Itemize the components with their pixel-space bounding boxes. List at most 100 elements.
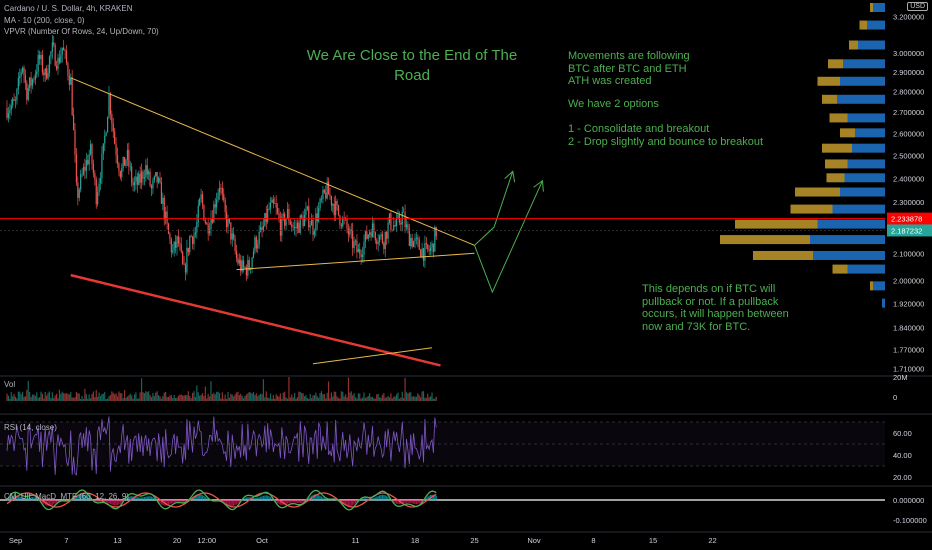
macd-hist-bar — [322, 497, 324, 501]
macd-hist-bar — [29, 497, 31, 501]
candle-body — [305, 209, 307, 215]
volume-bar — [43, 398, 45, 401]
vpvr-legend[interactable]: VPVR (Number Of Rows, 24, Up/Down, 70) — [4, 27, 159, 36]
candle-body — [201, 194, 204, 205]
macd-hist-bar — [133, 496, 136, 501]
macd-hist-bar — [330, 499, 333, 501]
candle-body — [128, 149, 130, 167]
volume-bar — [133, 394, 136, 401]
candle-body — [224, 199, 226, 213]
macd-hist-bar — [24, 497, 27, 501]
macd-hist-bar — [289, 500, 291, 503]
volume-bar — [295, 398, 297, 401]
vp-bar-up — [858, 40, 885, 50]
time-tick-label: 12:00 — [197, 536, 216, 545]
ma-legend[interactable]: MA - 10 (200, close, 0) — [4, 16, 85, 25]
candle-body — [272, 199, 274, 204]
annotation-movements[interactable]: Movements are following BTC after BTC an… — [568, 50, 690, 87]
candle-body — [431, 243, 433, 248]
candle-body — [54, 45, 56, 66]
macd-hist-bar — [269, 496, 272, 501]
macd-pane-label: CM_Ult_MacD_MTF (60, 12, 26, 9) — [4, 492, 129, 501]
macd-hist-bar — [276, 500, 279, 504]
volume-bar — [376, 394, 378, 401]
volume-bar — [308, 398, 310, 401]
candle-body — [325, 192, 327, 199]
candle-body — [89, 144, 92, 155]
volume-bar — [179, 394, 181, 401]
macd-hist-bar — [19, 496, 21, 501]
volume-bar — [333, 391, 335, 401]
candle-body — [34, 74, 36, 80]
volume-bar — [364, 397, 367, 401]
volume-bar — [261, 394, 263, 401]
candle-body — [183, 263, 185, 265]
volume-bar — [315, 392, 317, 401]
candle-body — [257, 244, 259, 249]
volume-bar — [325, 398, 327, 401]
candle-body — [50, 51, 52, 57]
candle-body — [357, 249, 359, 253]
macd-hist-bar — [377, 495, 379, 501]
volume-bar — [214, 394, 216, 401]
macd-hist-bar — [82, 494, 85, 501]
annotation-options-header[interactable]: We have 2 options — [568, 98, 659, 110]
annotation-options[interactable]: 1 - Consolidate and breakout 2 - Drop sl… — [568, 123, 764, 148]
candle-body — [303, 214, 306, 227]
macd-hist-bar — [12, 495, 14, 501]
candle-body — [265, 213, 267, 222]
volume-axis-label-1: 0 — [893, 393, 897, 402]
volume-bar — [33, 394, 35, 401]
candle-body — [383, 242, 385, 249]
candle-body — [340, 224, 342, 227]
volume-bar — [313, 395, 316, 401]
candle-body — [173, 241, 175, 251]
candle-body — [182, 251, 184, 264]
volume-bar — [70, 391, 72, 401]
currency-badge[interactable]: USD — [907, 2, 928, 11]
volume-bar — [329, 398, 331, 401]
candle-body — [352, 230, 354, 248]
candle-body — [228, 218, 231, 223]
volume-bar — [216, 391, 218, 401]
volume-bar — [172, 398, 174, 401]
vp-bar-up — [847, 159, 885, 169]
candle-body — [98, 183, 100, 193]
candle-body — [43, 72, 45, 76]
candle-body — [214, 204, 216, 208]
candle-body — [196, 222, 198, 233]
macd-hist-bar — [313, 494, 316, 501]
macd-hist-bar — [196, 494, 198, 501]
candle-body — [78, 189, 80, 198]
macd-hist-bar — [284, 500, 286, 505]
macd-hist-bar — [167, 500, 170, 505]
drawing-descending-resistance — [70, 77, 475, 246]
volume-bar — [114, 394, 116, 401]
volume-bar — [10, 392, 12, 401]
macd-hist-bar — [221, 500, 223, 502]
macd-hist-bar — [318, 494, 320, 501]
candle-body — [223, 194, 225, 200]
macd-hist-bar — [434, 495, 436, 501]
candle-body — [342, 217, 344, 227]
price-tick-label: 2.000000 — [893, 277, 924, 286]
candle-body — [354, 240, 357, 242]
volume-bar — [384, 397, 386, 401]
annotation-title[interactable]: We Are Close to the End of The Road — [306, 47, 518, 84]
macd-hist-bar — [397, 500, 399, 505]
macd-hist-bar — [296, 500, 299, 503]
candle-body — [217, 192, 219, 200]
candle-body — [309, 225, 311, 228]
volume-bar — [29, 391, 31, 401]
symbol-legend[interactable]: Cardano / U. S. Dollar, 4h, KRAKEN — [4, 4, 133, 13]
candle-body — [206, 222, 208, 225]
candle-body — [12, 99, 14, 106]
candle-body — [41, 54, 44, 73]
volume-bar — [75, 392, 78, 401]
candle-body — [111, 114, 113, 124]
candle-body — [99, 178, 102, 184]
volume-bar — [327, 381, 330, 401]
annotation-note[interactable]: This depends on if BTC will pullback or … — [642, 283, 789, 333]
candle-body — [106, 117, 109, 133]
